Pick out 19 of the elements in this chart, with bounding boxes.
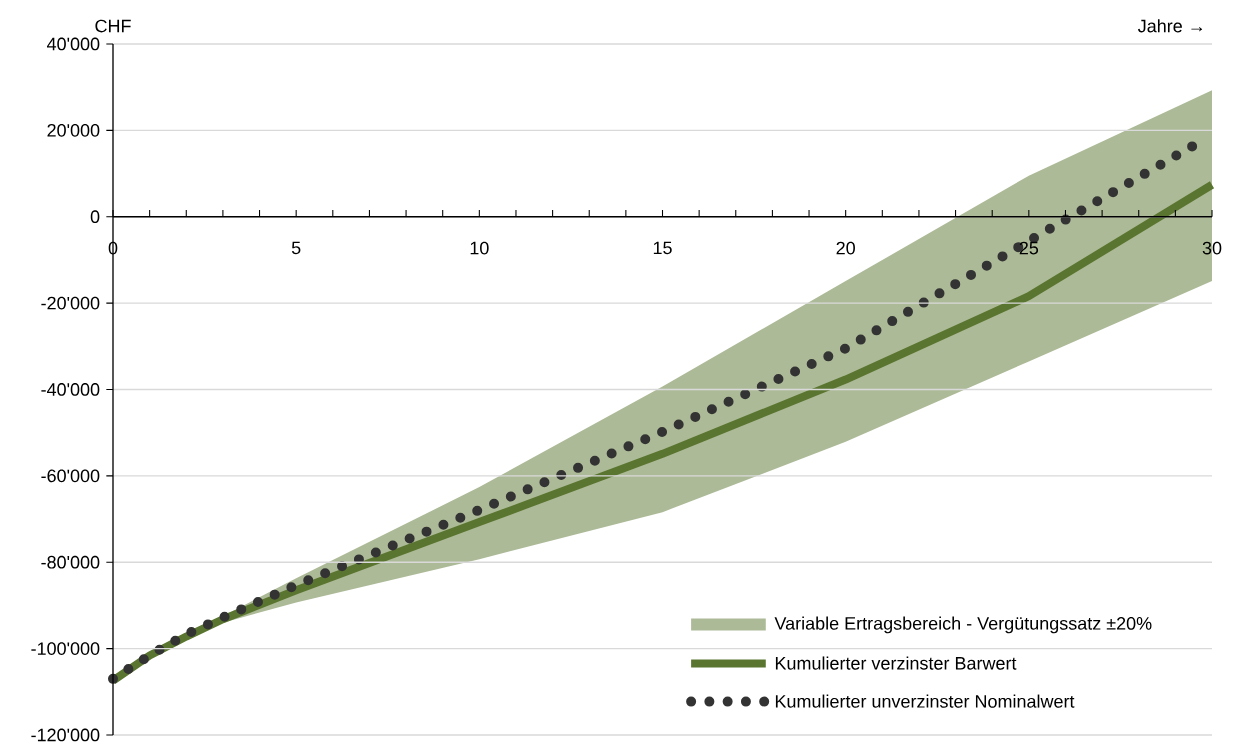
- x-tick-label: 30: [1202, 241, 1222, 255]
- legend-label: Kumulierter unverzinster Nominalwert: [775, 694, 1075, 708]
- x-tick-label: 15: [653, 241, 672, 255]
- y-tick-label: 40'000: [47, 37, 100, 51]
- y-tick-label: 20'000: [47, 123, 100, 137]
- x-axis-title: Jahre →: [1137, 18, 1203, 33]
- legend-label: Kumulierter verzinster Barwert: [775, 656, 1017, 670]
- y-tick-label: -120'000: [31, 728, 100, 742]
- x-tick-label: 20: [836, 241, 855, 255]
- y-tick-label: -80'000: [41, 555, 100, 569]
- y-tick-label: -40'000: [41, 382, 100, 396]
- x-tick-label: 10: [470, 241, 489, 255]
- y-tick-label: 0: [90, 210, 100, 223]
- y-tick-label: -20'000: [41, 296, 100, 310]
- y-tick-label: -60'000: [41, 469, 100, 483]
- y-axis-title: CHF: [95, 19, 131, 33]
- x-tick-label: 5: [291, 241, 301, 255]
- y-tick-label: -100'000: [31, 642, 100, 655]
- annotation: Variable Ertragsbereich - Vergütungssatz ±20%: [774, 616, 1152, 634]
